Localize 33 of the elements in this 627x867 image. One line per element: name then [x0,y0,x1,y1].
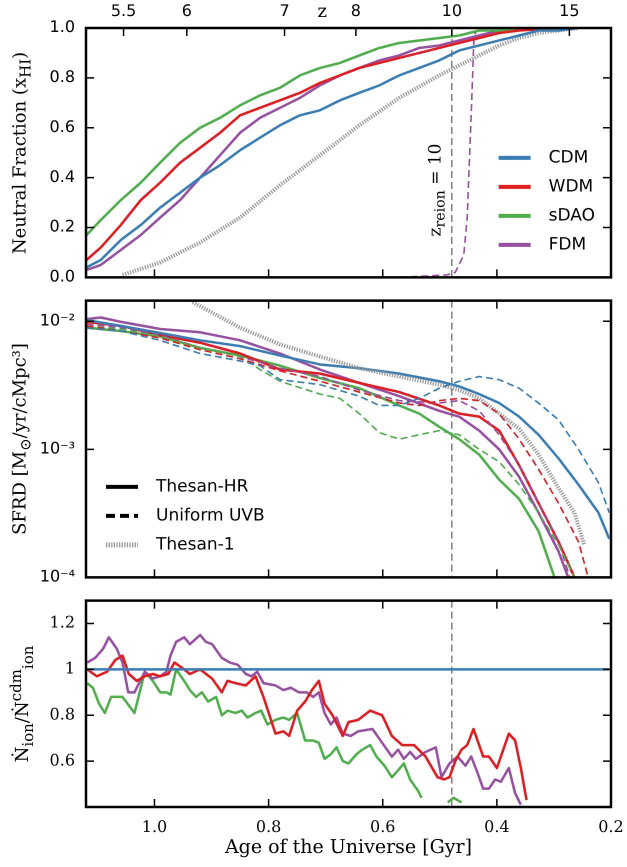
x-tick-label: 1.0 [142,816,168,836]
text: 8 [350,1,361,20]
text: 6 [182,1,192,20]
x-tick-label: 0.6 [370,816,396,836]
text: 15 [559,1,580,20]
y-tick-label: 0.4 [50,166,75,186]
y-tick-label: 0.6 [50,116,75,136]
y-tick-label: 10⁻³ [40,438,75,458]
legend-label: CDM [548,147,588,168]
x-tick-label: 0.4 [484,816,510,836]
text: 10 [442,1,462,20]
x-axis-title: Age of the Universe [Gyr] [224,836,472,858]
y-tick-label: 1.2 [50,612,75,632]
y-tick-label: 1.0 [50,17,75,36]
y-tick-label: 10⁻⁴ [40,566,75,586]
y-tick-label: 0.2 [50,216,75,236]
y-tick-label: 10⁻² [40,310,75,330]
legend-label: WDM [548,176,594,196]
annotation: Uniform UVB [156,505,265,526]
y-tick-label: 0.0 [50,266,75,286]
legend-label: FDM [548,234,586,254]
x-tick-label: 0.8 [256,816,282,836]
y-tick-label: 0.6 [50,750,75,770]
annotation: Thesan-HR [155,476,249,496]
x-tick-label: 0.2 [598,816,624,836]
y-tick-label: 0.8 [50,67,75,86]
text: 7 [279,1,290,20]
legend-label: Thesan-1 [155,534,235,554]
text: 5.5 [110,1,136,20]
x2-axis-title: z [318,1,327,22]
legend-label: sDAO [548,205,596,226]
y-tick-label: 0.8 [50,704,75,724]
y-tick-label: 1 [64,658,75,678]
